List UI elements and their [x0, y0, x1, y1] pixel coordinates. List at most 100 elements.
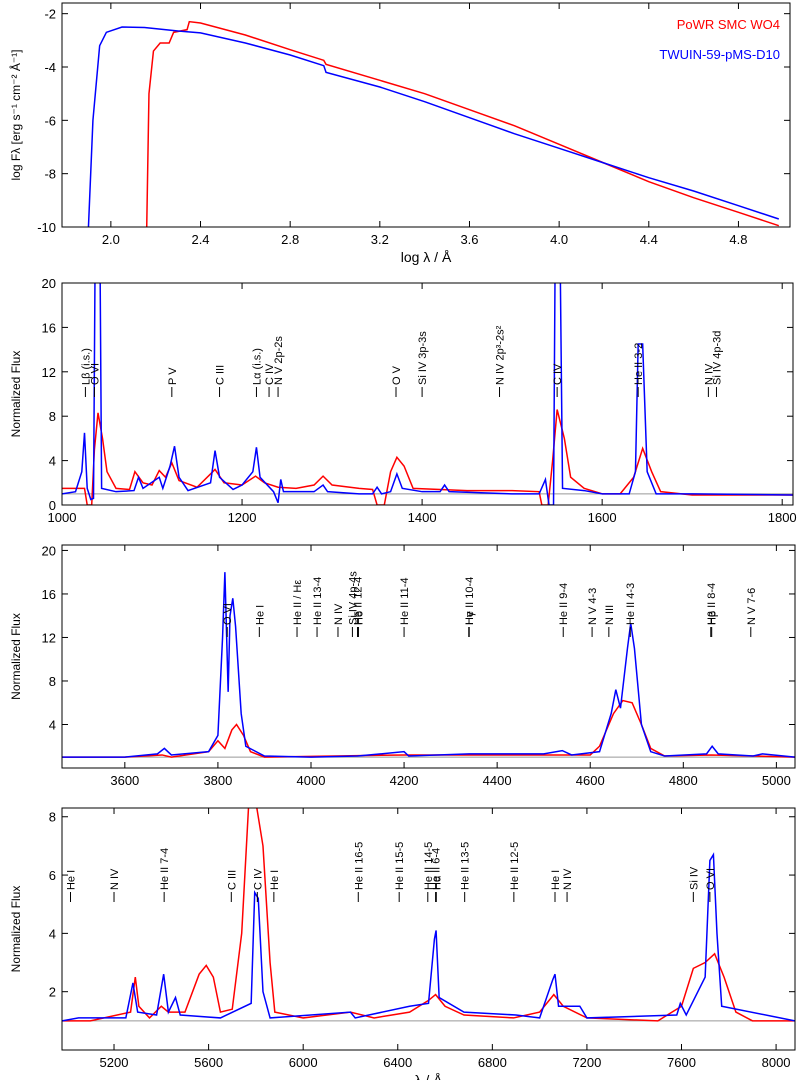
x-tick-label: 4200: [390, 773, 419, 788]
x-tick-label: 1200: [228, 510, 257, 525]
line-label: N IV 2p³-2s²: [495, 325, 507, 385]
line-label: O V: [391, 365, 403, 385]
x-tick-label: 6800: [478, 1055, 507, 1070]
line-label: N IV: [562, 868, 574, 890]
spectrum-line: [87, 26, 780, 227]
x-tick-label: 7600: [667, 1055, 696, 1070]
x-tick-label: 4400: [483, 773, 512, 788]
x-tick-label: 2.4: [191, 232, 209, 247]
line-label: C IV: [264, 363, 276, 385]
x-axis-label: log λ / Å: [401, 249, 452, 265]
x-tick-label: 3600: [110, 773, 139, 788]
x-tick-label: 4.8: [729, 232, 747, 247]
line-label: He II 4-3: [625, 583, 637, 625]
line-label: Si IV: [688, 866, 700, 890]
y-axis-label: Normalized Flux: [9, 886, 23, 973]
plot-frame: [61, 544, 796, 769]
y-tick-label: 8: [49, 810, 56, 825]
x-tick-label: 6400: [383, 1055, 412, 1070]
line-label: He I: [66, 870, 78, 890]
spectrum-line: [62, 409, 793, 505]
line-label: C III: [226, 870, 238, 890]
line-label: He II 11-4: [399, 578, 411, 626]
x-tick-label: 4.0: [550, 232, 568, 247]
legend-label: PoWR SMC WO4: [677, 17, 780, 32]
spectrum-line: [62, 852, 795, 1022]
line-label: Lβ (i.s.): [80, 348, 92, 385]
x-tick-label: 3.6: [460, 232, 478, 247]
y-tick-label: 16: [42, 320, 56, 335]
line-label: Hγ: [464, 611, 476, 625]
line-label: O VI: [89, 363, 101, 385]
x-tick-label: 1800: [768, 510, 797, 525]
line-label: N V 2p-2s: [273, 336, 285, 385]
line-label: C IV: [252, 868, 264, 890]
line-label: He II 6-4: [431, 848, 443, 890]
y-tick-label: 4: [49, 717, 56, 732]
y-tick-label: 4: [49, 926, 56, 941]
line-label: He I: [269, 870, 281, 890]
y-tick-label: -8: [44, 167, 56, 182]
line-label: He II 10-4: [464, 577, 476, 625]
x-tick-label: 1400: [408, 510, 437, 525]
y-tick-label: -4: [44, 60, 56, 75]
line-label: N IV: [109, 868, 121, 890]
y-axis-label: Normalized Flux: [9, 613, 23, 700]
line-label: He II 7-4: [159, 848, 171, 890]
y-tick-label: 20: [42, 276, 56, 291]
legend-label: TWUIN-59-pMS-D10: [659, 47, 780, 62]
line-label: He II 16-5: [353, 842, 365, 890]
line-label: C III: [215, 365, 227, 385]
line-label: Si IV 4p-3d: [711, 331, 723, 385]
x-tick-label: 4800: [669, 773, 698, 788]
line-label: P V: [167, 367, 179, 385]
line-label: He II 14-5: [423, 842, 435, 890]
line-label: Hβ: [707, 611, 719, 625]
line-label: He I: [550, 870, 562, 890]
line-label: Si IV 3p-3s: [417, 331, 429, 385]
y-axis-label: Normalized Flux: [9, 351, 23, 438]
y-tick-label: 12: [42, 630, 56, 645]
x-tick-label: 4.4: [640, 232, 658, 247]
y-tick-label: -2: [44, 7, 56, 22]
line-label: N V 4-3: [587, 588, 599, 625]
x-tick-label: 5000: [762, 773, 791, 788]
line-label: He II 3-2: [633, 343, 645, 385]
line-label: O VI: [705, 868, 717, 890]
line-label: He I: [254, 605, 266, 625]
x-tick-label: 5600: [194, 1055, 223, 1070]
line-label: He II / Hε: [292, 580, 304, 625]
y-tick-label: 2: [49, 985, 56, 1000]
x-tick-label: 4600: [576, 773, 605, 788]
x-tick-label: 1600: [588, 510, 617, 525]
plot-frame: [61, 2, 791, 228]
line-label: O VI: [222, 603, 234, 625]
line-label: Lα (i.s.): [251, 348, 263, 385]
y-tick-label: 8: [49, 674, 56, 689]
spectrum-line: [62, 572, 795, 758]
plot-frame: [61, 807, 796, 1051]
line-label: Hδ: [353, 611, 365, 625]
spectrum-line: [145, 20, 780, 227]
line-label: N V 7-6: [746, 588, 758, 625]
spectrum-line: [62, 699, 795, 758]
y-axis-label: log Fλ [erg s⁻¹ cm⁻² Å⁻¹]: [8, 49, 23, 180]
line-label: He II 12-4: [353, 577, 365, 625]
spectrum-line: [62, 283, 793, 505]
line-label: He II 13-5: [460, 842, 472, 890]
x-tick-label: 6000: [289, 1055, 318, 1070]
x-tick-label: 8000: [762, 1055, 791, 1070]
line-label: N III: [604, 605, 616, 625]
x-axis-label: λ / Å: [414, 1072, 443, 1080]
x-tick-label: 4000: [297, 773, 326, 788]
y-tick-label: -6: [44, 113, 56, 128]
line-label: N IV: [333, 603, 345, 625]
y-tick-label: 8: [49, 409, 56, 424]
line-label: C IV: [552, 363, 564, 385]
x-tick-label: 2.8: [281, 232, 299, 247]
line-label: He II 9-4: [558, 583, 570, 625]
y-tick-label: 16: [42, 587, 56, 602]
x-tick-label: 7200: [572, 1055, 601, 1070]
